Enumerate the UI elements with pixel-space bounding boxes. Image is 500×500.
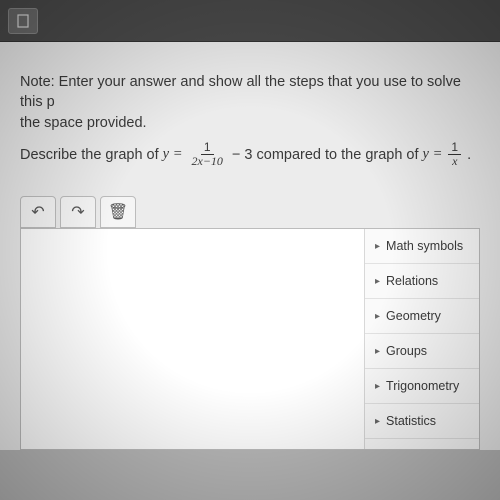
toolbar-button[interactable] — [8, 8, 38, 34]
answer-input[interactable] — [21, 229, 365, 449]
fraction-1: 1 2x−10 — [189, 141, 226, 168]
caret-icon: ▸ — [375, 381, 380, 392]
question-panel: Note: Enter your answer and show all the… — [0, 42, 500, 196]
editor-area: ↶ ↷ 🗑 ▸ Math symbols ▸ Relations ▸ Geome… — [0, 196, 500, 450]
period: . — [467, 147, 471, 163]
palette-label: Trigonometry — [386, 379, 459, 393]
trash-button[interactable]: 🗑 — [100, 196, 136, 228]
minus3: − 3 — [232, 147, 253, 163]
palette-groups[interactable]: ▸ Groups — [365, 334, 479, 369]
eq2-lhs: y = — [423, 146, 443, 163]
question: Describe the graph of y = 1 2x−10 − 3 co… — [20, 141, 480, 168]
undo-button[interactable]: ↶ — [20, 196, 56, 228]
doc-icon — [16, 14, 30, 28]
caret-icon: ▸ — [375, 346, 380, 357]
frac1-num: 1 — [201, 141, 214, 155]
tool-palette: ▸ Math symbols ▸ Relations ▸ Geometry ▸ … — [365, 229, 479, 449]
frac2-num: 1 — [448, 141, 461, 155]
caret-icon: ▸ — [375, 241, 380, 252]
fraction-2: 1 x — [448, 141, 461, 168]
note-text-2: the space provided. — [20, 115, 147, 131]
caret-icon: ▸ — [375, 416, 380, 427]
editor-toolbar: ↶ ↷ 🗑 — [20, 196, 480, 228]
q-part1: Describe the graph of — [20, 147, 159, 163]
caret-icon: ▸ — [375, 311, 380, 322]
palette-math-symbols[interactable]: ▸ Math symbols — [365, 229, 479, 264]
editor-row: ▸ Math symbols ▸ Relations ▸ Geometry ▸ … — [20, 228, 480, 450]
frac2-den: x — [449, 155, 460, 168]
palette-trigonometry[interactable]: ▸ Trigonometry — [365, 369, 479, 404]
caret-icon: ▸ — [375, 276, 380, 287]
note-text-1: Note: Enter your answer and show all the… — [20, 74, 461, 110]
palette-label: Statistics — [386, 414, 436, 428]
eq1-lhs: y = — [163, 146, 183, 163]
palette-geometry[interactable]: ▸ Geometry — [365, 299, 479, 334]
palette-statistics[interactable]: ▸ Statistics — [365, 404, 479, 439]
palette-label: Groups — [386, 344, 427, 358]
note-line: Note: Enter your answer and show all the… — [20, 72, 480, 133]
palette-label: Relations — [386, 274, 438, 288]
palette-relations[interactable]: ▸ Relations — [365, 264, 479, 299]
palette-label: Math symbols — [386, 239, 463, 253]
q-part2: compared to the graph of — [257, 147, 419, 163]
palette-label: Geometry — [386, 309, 441, 323]
browser-toolbar — [0, 0, 500, 42]
redo-button[interactable]: ↷ — [60, 196, 96, 228]
frac1-den: 2x−10 — [189, 155, 226, 168]
